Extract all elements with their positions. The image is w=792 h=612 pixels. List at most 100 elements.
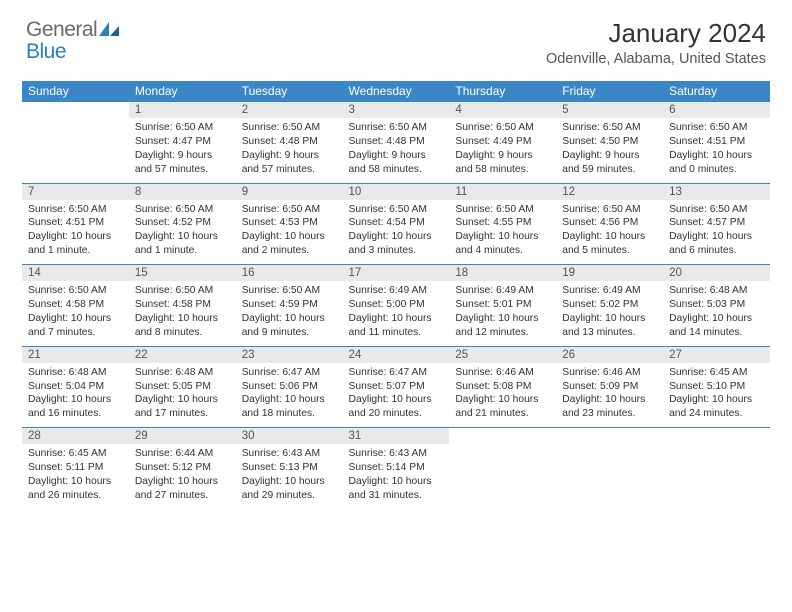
sunset-text: Sunset: 4:53 PM (242, 216, 337, 230)
day-content-cell: Sunrise: 6:48 AMSunset: 5:05 PMDaylight:… (129, 363, 236, 428)
sunrise-text: Sunrise: 6:43 AM (242, 447, 337, 461)
day-content-cell: Sunrise: 6:50 AMSunset: 4:58 PMDaylight:… (129, 281, 236, 346)
day-number-cell: 24 (343, 346, 450, 363)
day-number-cell: 14 (22, 265, 129, 282)
daylight-text: Daylight: 9 hours (135, 149, 230, 163)
day-content-cell (663, 444, 770, 509)
sunset-text: Sunset: 4:58 PM (28, 298, 123, 312)
daylight-text-2: and 58 minutes. (455, 163, 550, 177)
sunset-text: Sunset: 5:11 PM (28, 461, 123, 475)
daylight-text: Daylight: 10 hours (135, 230, 230, 244)
sunrise-text: Sunrise: 6:45 AM (669, 366, 764, 380)
daylight-text: Daylight: 10 hours (349, 312, 444, 326)
day-number-cell: 18 (449, 265, 556, 282)
day-number-cell: 3 (343, 102, 450, 119)
day-number-cell: 1 (129, 102, 236, 119)
sunrise-text: Sunrise: 6:50 AM (242, 284, 337, 298)
daylight-text-2: and 26 minutes. (28, 489, 123, 503)
sunrise-text: Sunrise: 6:50 AM (135, 284, 230, 298)
day-content-cell: Sunrise: 6:50 AMSunset: 4:54 PMDaylight:… (343, 200, 450, 265)
weekday-header: Saturday (663, 81, 770, 102)
sunrise-text: Sunrise: 6:43 AM (349, 447, 444, 461)
daylight-text-2: and 59 minutes. (562, 163, 657, 177)
day-content-cell: Sunrise: 6:45 AMSunset: 5:11 PMDaylight:… (22, 444, 129, 509)
daylight-text: Daylight: 9 hours (562, 149, 657, 163)
month-title: January 2024 (546, 18, 766, 49)
daylight-text: Daylight: 10 hours (28, 475, 123, 489)
day-number-cell: 13 (663, 183, 770, 200)
day-content-cell: Sunrise: 6:50 AMSunset: 4:50 PMDaylight:… (556, 118, 663, 183)
daylight-text-2: and 13 minutes. (562, 326, 657, 340)
sunset-text: Sunset: 4:48 PM (242, 135, 337, 149)
daylight-text-2: and 1 minute. (28, 244, 123, 258)
day-number-cell: 6 (663, 102, 770, 119)
sunrise-text: Sunrise: 6:47 AM (242, 366, 337, 380)
weekday-header: Wednesday (343, 81, 450, 102)
daylight-text: Daylight: 10 hours (669, 230, 764, 244)
day-number-cell: 2 (236, 102, 343, 119)
sunrise-text: Sunrise: 6:46 AM (455, 366, 550, 380)
sunrise-text: Sunrise: 6:45 AM (28, 447, 123, 461)
sunrise-text: Sunrise: 6:50 AM (242, 203, 337, 217)
sunrise-text: Sunrise: 6:50 AM (455, 203, 550, 217)
daylight-text-2: and 1 minute. (135, 244, 230, 258)
daylight-text: Daylight: 10 hours (455, 393, 550, 407)
daylight-text-2: and 6 minutes. (669, 244, 764, 258)
sunrise-text: Sunrise: 6:50 AM (562, 203, 657, 217)
day-content-cell (449, 444, 556, 509)
sunrise-text: Sunrise: 6:48 AM (669, 284, 764, 298)
sunset-text: Sunset: 4:56 PM (562, 216, 657, 230)
daylight-text-2: and 5 minutes. (562, 244, 657, 258)
daylight-text-2: and 9 minutes. (242, 326, 337, 340)
day-content-cell: Sunrise: 6:47 AMSunset: 5:07 PMDaylight:… (343, 363, 450, 428)
day-number-cell: 9 (236, 183, 343, 200)
sunrise-text: Sunrise: 6:44 AM (135, 447, 230, 461)
daylight-text: Daylight: 10 hours (135, 393, 230, 407)
daylight-text: Daylight: 10 hours (242, 230, 337, 244)
day-content-cell: Sunrise: 6:45 AMSunset: 5:10 PMDaylight:… (663, 363, 770, 428)
daylight-text-2: and 18 minutes. (242, 407, 337, 421)
logo-text-blue: Blue (26, 40, 66, 64)
sunrise-text: Sunrise: 6:50 AM (135, 203, 230, 217)
sunrise-text: Sunrise: 6:50 AM (669, 203, 764, 217)
day-number-cell: 21 (22, 346, 129, 363)
sunrise-text: Sunrise: 6:50 AM (28, 203, 123, 217)
sunset-text: Sunset: 4:58 PM (135, 298, 230, 312)
daylight-text-2: and 0 minutes. (669, 163, 764, 177)
sunset-text: Sunset: 4:57 PM (669, 216, 764, 230)
day-number-cell: 30 (236, 428, 343, 445)
sunset-text: Sunset: 4:48 PM (349, 135, 444, 149)
day-content-cell: Sunrise: 6:50 AMSunset: 4:59 PMDaylight:… (236, 281, 343, 346)
day-number-cell: 27 (663, 346, 770, 363)
calendar-table: Sunday Monday Tuesday Wednesday Thursday… (22, 81, 770, 509)
day-content-cell: Sunrise: 6:50 AMSunset: 4:47 PMDaylight:… (129, 118, 236, 183)
daylight-text-2: and 21 minutes. (455, 407, 550, 421)
sunset-text: Sunset: 5:05 PM (135, 380, 230, 394)
sunset-text: Sunset: 4:51 PM (28, 216, 123, 230)
day-content-cell: Sunrise: 6:50 AMSunset: 4:51 PMDaylight:… (22, 200, 129, 265)
daylight-text-2: and 27 minutes. (135, 489, 230, 503)
daylight-text-2: and 20 minutes. (349, 407, 444, 421)
daylight-text: Daylight: 10 hours (455, 312, 550, 326)
daylight-text: Daylight: 10 hours (28, 230, 123, 244)
daylight-text: Daylight: 10 hours (669, 149, 764, 163)
day-content-cell: Sunrise: 6:50 AMSunset: 4:55 PMDaylight:… (449, 200, 556, 265)
sunset-text: Sunset: 5:10 PM (669, 380, 764, 394)
sunrise-text: Sunrise: 6:50 AM (562, 121, 657, 135)
day-number-cell: 7 (22, 183, 129, 200)
sunrise-text: Sunrise: 6:50 AM (669, 121, 764, 135)
daylight-text: Daylight: 10 hours (135, 312, 230, 326)
day-content-row: Sunrise: 6:50 AMSunset: 4:51 PMDaylight:… (22, 200, 770, 265)
sunset-text: Sunset: 5:02 PM (562, 298, 657, 312)
daylight-text-2: and 4 minutes. (455, 244, 550, 258)
sunset-text: Sunset: 5:04 PM (28, 380, 123, 394)
day-number-cell (449, 428, 556, 445)
logo-text-gray: General (26, 18, 97, 42)
day-content-cell: Sunrise: 6:48 AMSunset: 5:04 PMDaylight:… (22, 363, 129, 428)
day-content-cell (556, 444, 663, 509)
daylight-text: Daylight: 10 hours (349, 230, 444, 244)
day-content-row: Sunrise: 6:45 AMSunset: 5:11 PMDaylight:… (22, 444, 770, 509)
logo-sail-icon (99, 18, 119, 32)
daylight-text-2: and 3 minutes. (349, 244, 444, 258)
daylight-text: Daylight: 10 hours (242, 475, 337, 489)
